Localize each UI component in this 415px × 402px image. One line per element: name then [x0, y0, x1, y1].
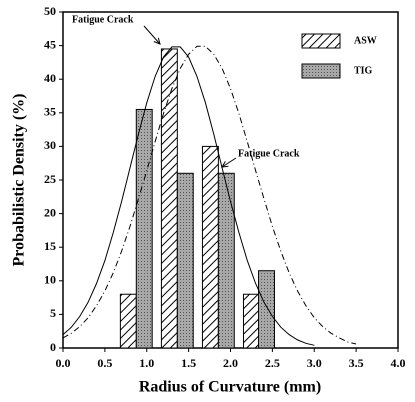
y-tick-label: 50: [44, 4, 56, 18]
x-tick-label: 1.0: [139, 356, 154, 370]
y-tick-label: 15: [44, 239, 56, 253]
annotation: Fatigue Crack: [72, 14, 134, 25]
bar: [242, 293, 260, 349]
x-tick-label: 0.0: [56, 356, 71, 370]
x-tick-label: 4.0: [391, 356, 406, 370]
fit-curve: [62, 45, 357, 345]
bar: [135, 108, 153, 349]
x-tick-label: 3.0: [307, 356, 322, 370]
fit-curve: [62, 46, 315, 346]
legend-label: ASW: [354, 35, 377, 46]
y-tick-label: 5: [50, 306, 56, 320]
x-tick-label: 1.5: [181, 356, 196, 370]
legend-label: TIG: [354, 65, 373, 76]
x-tick-label: 2.5: [265, 356, 280, 370]
bar: [217, 172, 235, 349]
x-tick-label: 2.0: [223, 356, 238, 370]
legend-swatch: [301, 63, 341, 79]
y-tick-label: 30: [44, 138, 56, 152]
y-tick-label: 40: [44, 71, 56, 85]
bar: [201, 145, 219, 349]
bar: [119, 293, 137, 349]
x-tick-label: 0.5: [97, 356, 112, 370]
annotation: Fatigue Crack: [238, 148, 300, 159]
x-axis-label: Radius of Curvature (mm): [139, 379, 321, 396]
y-tick-label: 20: [44, 205, 56, 219]
x-tick-label: 3.5: [349, 356, 364, 370]
bar: [258, 270, 275, 349]
bar: [160, 48, 178, 349]
y-tick-label: 0: [50, 340, 56, 354]
legend-swatch: [301, 33, 341, 49]
bar: [176, 172, 194, 349]
annotation-arrow: [143, 25, 160, 44]
y-axis-label: Probabilistic Density (%): [11, 93, 28, 266]
y-tick-label: 35: [44, 105, 56, 119]
y-tick-label: 25: [44, 172, 56, 186]
y-tick-label: 45: [44, 37, 56, 51]
annotation-arrow: [222, 157, 237, 167]
y-tick-label: 10: [44, 273, 56, 287]
